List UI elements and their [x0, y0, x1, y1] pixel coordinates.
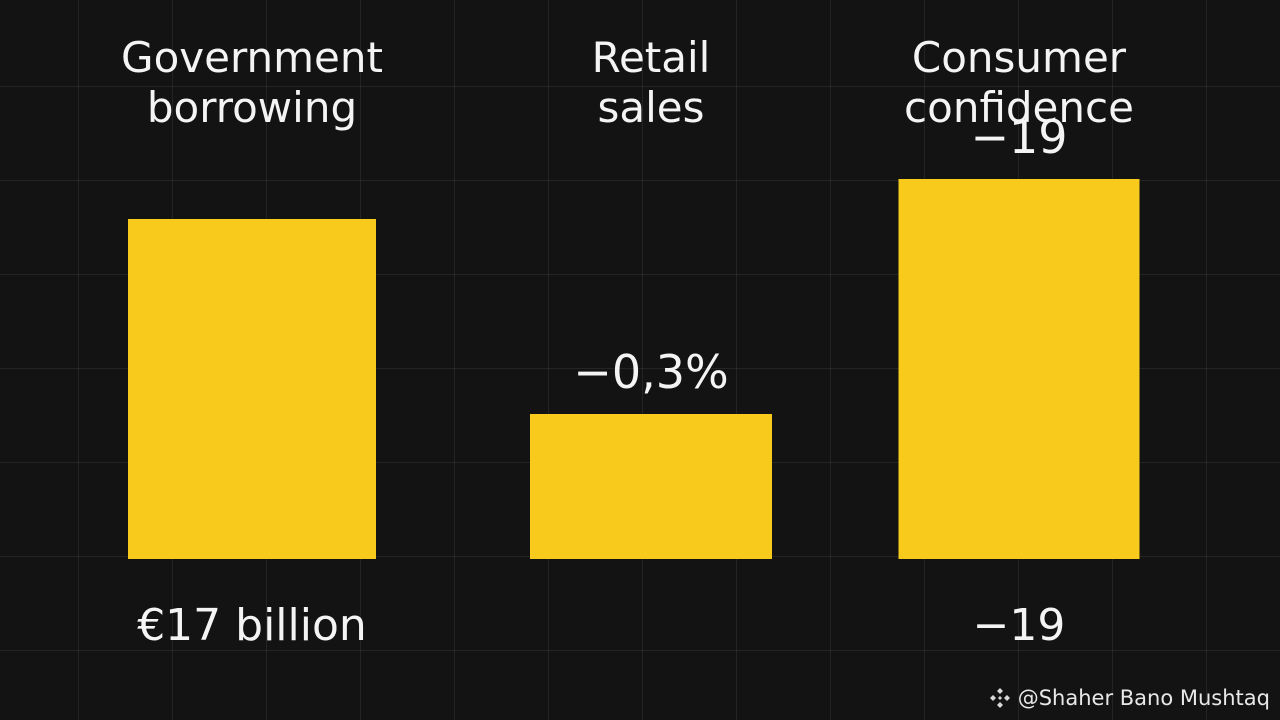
category-label-line: confidence — [904, 83, 1134, 132]
bottom-value-label: −19 — [973, 600, 1066, 651]
data-label: −19 — [970, 110, 1067, 164]
bar — [128, 219, 376, 559]
binance-diamond-icon — [989, 688, 1010, 708]
bar — [530, 414, 772, 559]
category-label-line: Consumer — [912, 33, 1127, 82]
watermark: @Shaher Bano Mushtaq — [988, 686, 1270, 710]
bottom-value-label: €17 billion — [137, 600, 367, 651]
bar — [898, 179, 1140, 559]
data-label: −0,3% — [573, 345, 728, 399]
category-label-line: Government — [121, 33, 383, 82]
category-label-line: borrowing — [147, 83, 357, 132]
watermark-handle: @Shaher Bano Mushtaq — [1017, 686, 1270, 710]
category-label-line: Retail — [592, 33, 711, 82]
category-label-line: sales — [597, 83, 704, 132]
